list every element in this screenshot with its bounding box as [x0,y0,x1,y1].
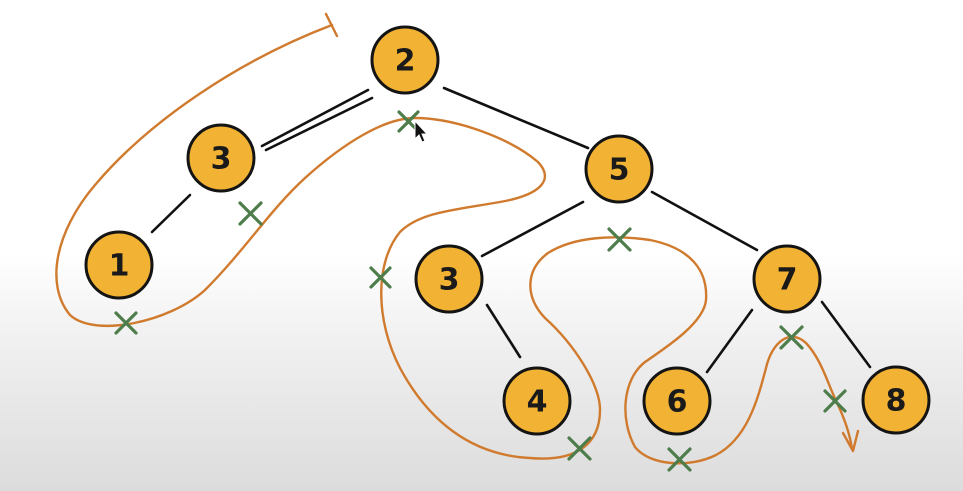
visit-marker [114,311,138,335]
visit-marker [607,227,632,252]
edge-3-1 [150,193,192,234]
node-label: 7 [777,263,798,298]
node-label: 8 [886,384,907,419]
tree-node-root-2: 2 [370,25,440,95]
tree-edges [150,86,872,374]
edge-5-3 [480,200,585,258]
node-label: 3 [439,263,460,298]
visit-marker [238,201,263,226]
node-label: 6 [667,385,688,420]
edge-2-3-double [264,96,374,152]
visit-marker [667,447,692,472]
tree-node-5: 5 [584,134,654,204]
tree-node-3-inner: 3 [414,244,484,314]
visit-markers [114,110,847,472]
tree-node-7: 7 [752,244,822,314]
traversal-arrowhead [841,429,860,453]
tree-node-6: 6 [642,366,712,436]
visit-marker [823,389,847,413]
node-label: 1 [109,249,130,284]
visit-marker [779,325,804,350]
tree-node-8: 8 [861,365,931,435]
visit-marker [567,436,592,461]
visit-marker [369,266,392,289]
edge-7-8 [820,300,872,369]
node-label: 2 [395,44,416,79]
edge-2-5 [442,86,590,150]
tree-node-1: 1 [84,230,154,300]
tree-node-4: 4 [502,366,572,436]
tree-node-3-left: 3 [186,123,256,193]
mouse-cursor-icon [414,119,429,143]
edge-7-6 [705,308,754,374]
traversal-path [55,12,860,465]
traversal-curve [55,23,854,465]
edge-2-3 [260,88,370,148]
node-label: 3 [211,142,232,177]
tree-nodes: 2 3 1 5 3 4 7 6 [84,25,931,436]
node-label: 5 [609,153,630,188]
edge-3-4 [485,303,522,359]
node-label: 4 [527,385,548,420]
edge-5-7 [650,190,759,252]
